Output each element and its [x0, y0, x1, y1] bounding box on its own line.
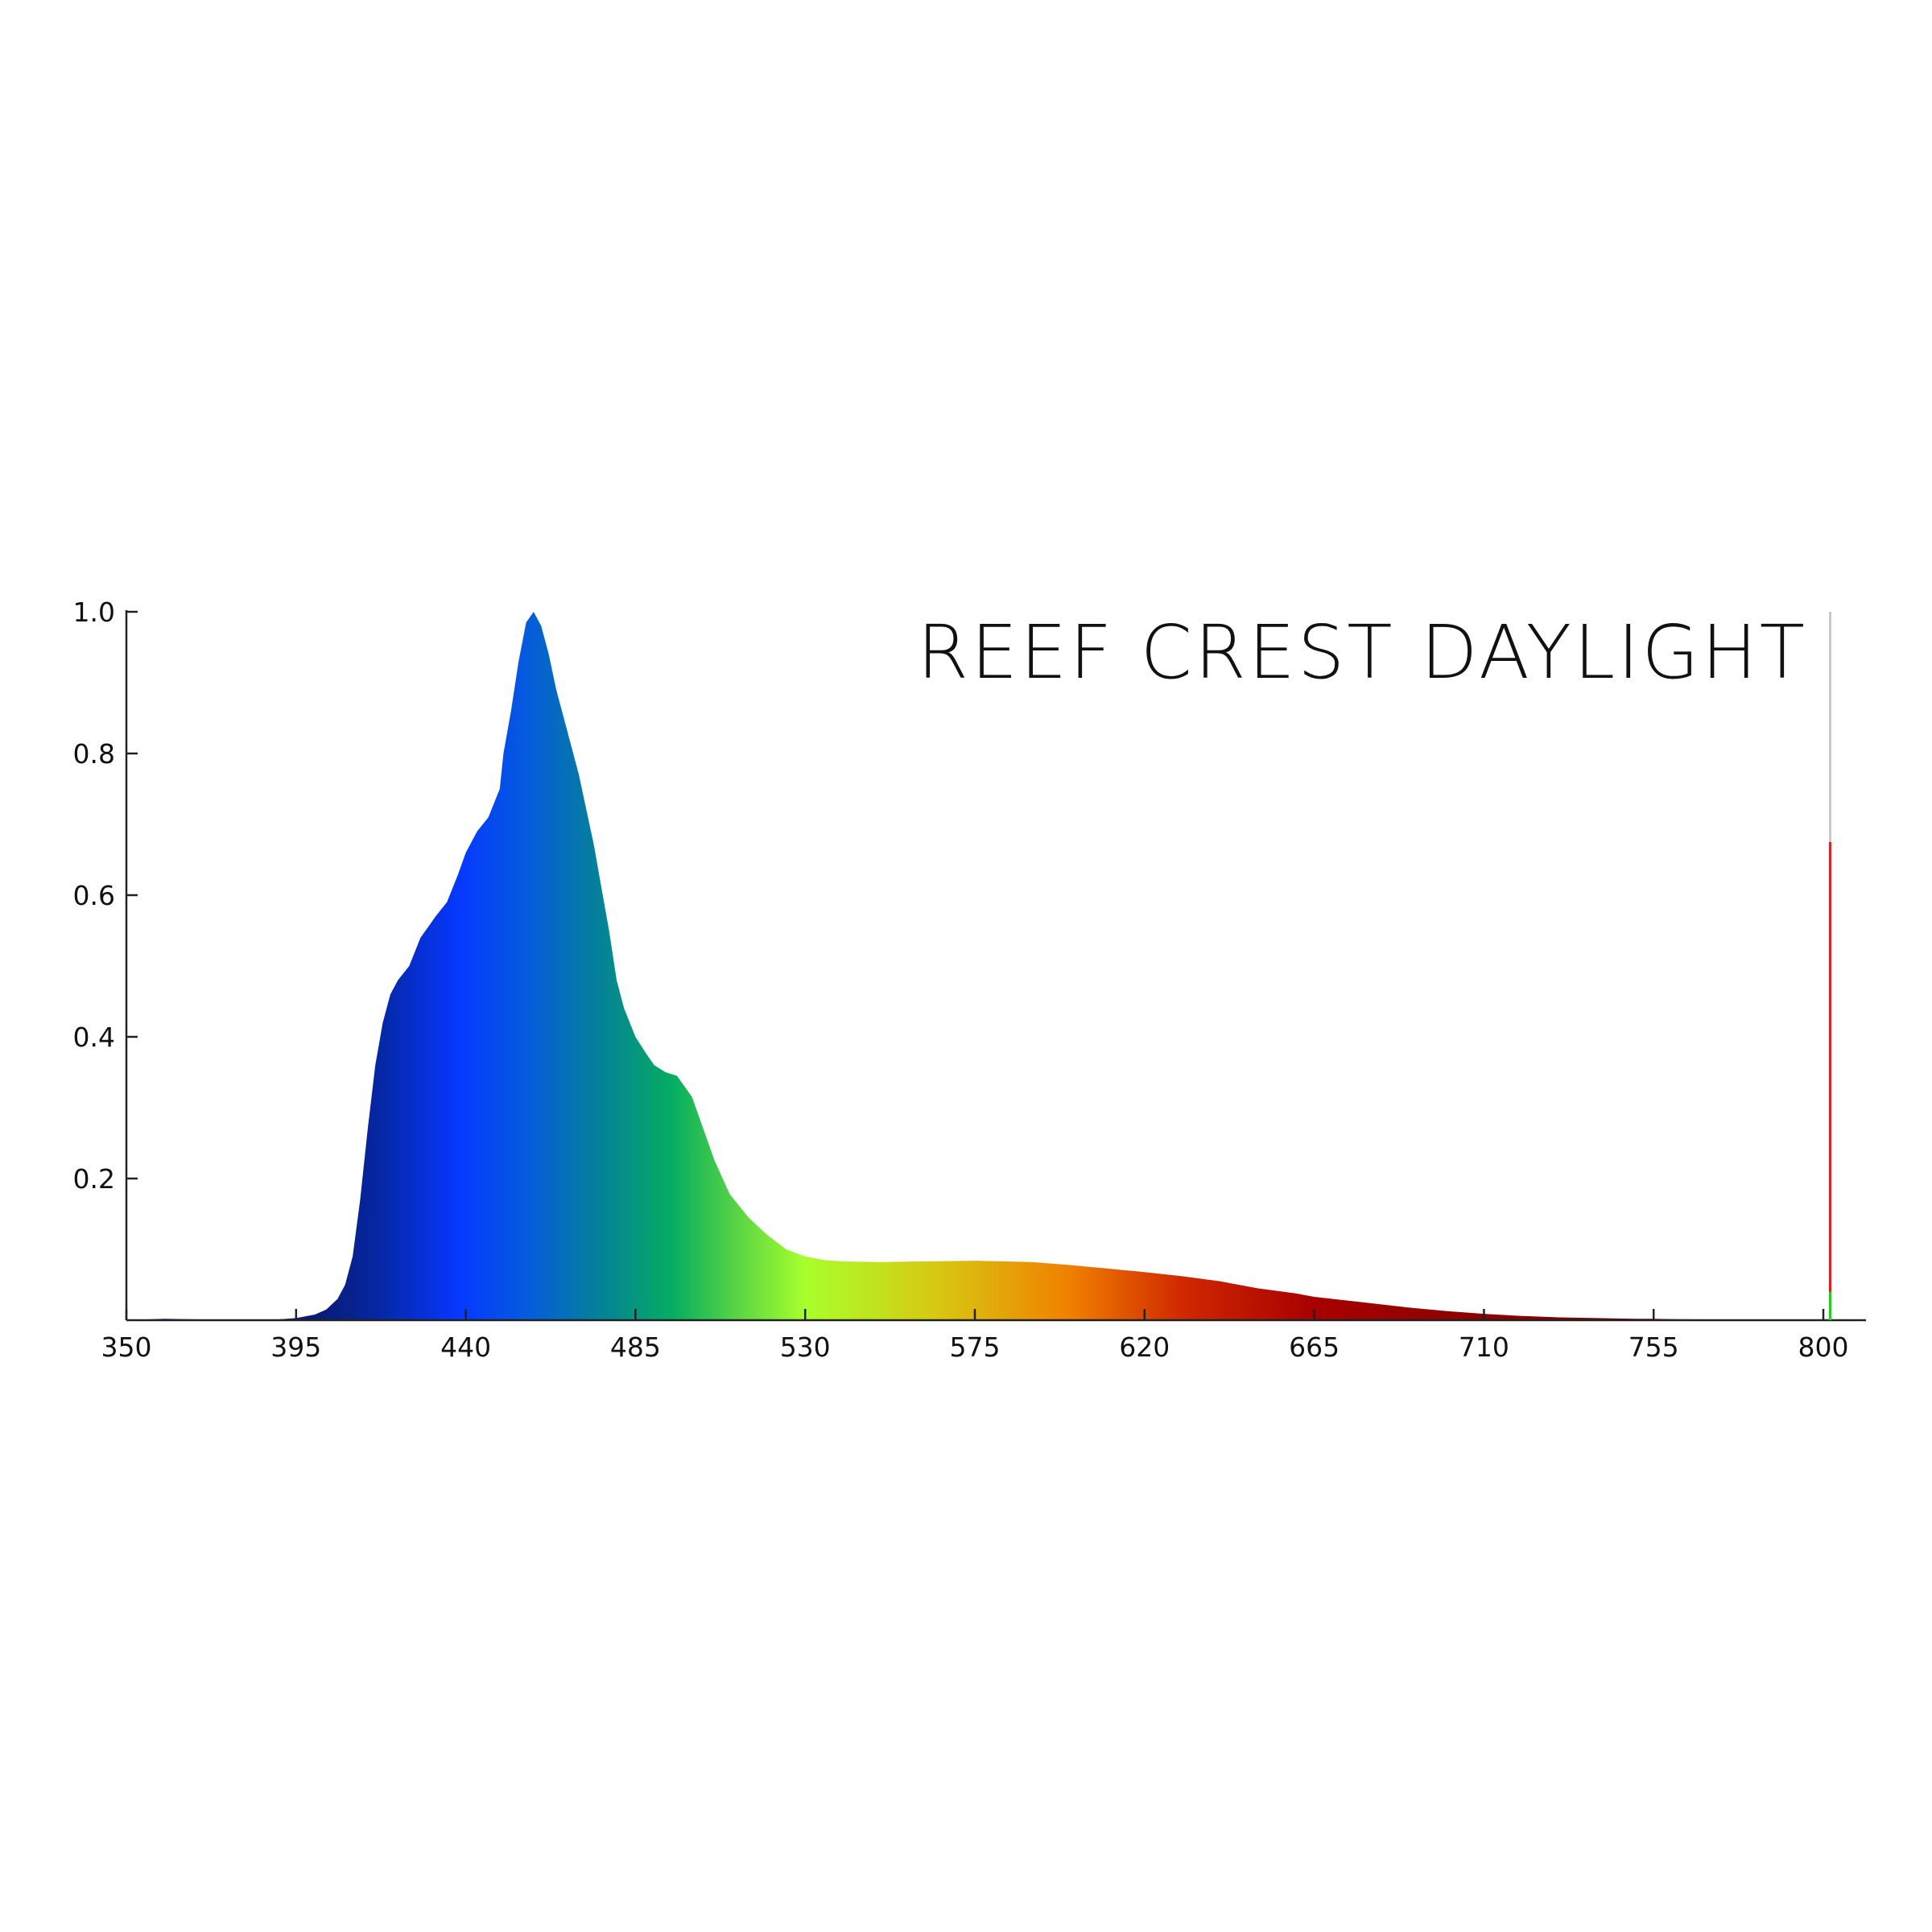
side-bar-base	[1829, 1291, 1831, 1320]
y-tick-label: 0.8	[73, 738, 115, 770]
x-tick-label: 755	[1629, 1331, 1679, 1363]
x-tick-label: 440	[440, 1331, 491, 1363]
axes	[125, 610, 1866, 1322]
x-tick-label: 620	[1119, 1331, 1170, 1363]
y-tick-label: 0.6	[73, 880, 115, 911]
side-level-bar	[1829, 612, 1831, 1320]
y-tick-label: 0.4	[73, 1022, 115, 1053]
x-tick-label: 350	[101, 1331, 152, 1363]
y-tick-label: 1.0	[73, 597, 115, 628]
y-tick-label: 0.2	[73, 1163, 115, 1195]
y-ticks: 0.2 0.4 0.6 0.8 1.0	[73, 597, 138, 1195]
x-tick-label: 530	[780, 1331, 831, 1363]
side-bar-fill	[1829, 842, 1831, 1320]
x-tick-label: 800	[1798, 1331, 1849, 1363]
x-tick-label: 485	[610, 1331, 661, 1363]
x-tick-label: 665	[1289, 1331, 1340, 1363]
x-tick-label: 575	[950, 1331, 1001, 1363]
chart-title: REEF CREST DAYLIGHT	[917, 609, 1807, 696]
x-tick-label: 710	[1459, 1331, 1509, 1363]
x-ticks: 350 395 440 485 530 575 620 665 710 755 800	[101, 1309, 1849, 1363]
spectrum-area-layer	[126, 612, 1823, 1320]
spectrum-area	[126, 612, 1823, 1320]
x-tick-label: 395	[270, 1331, 321, 1363]
